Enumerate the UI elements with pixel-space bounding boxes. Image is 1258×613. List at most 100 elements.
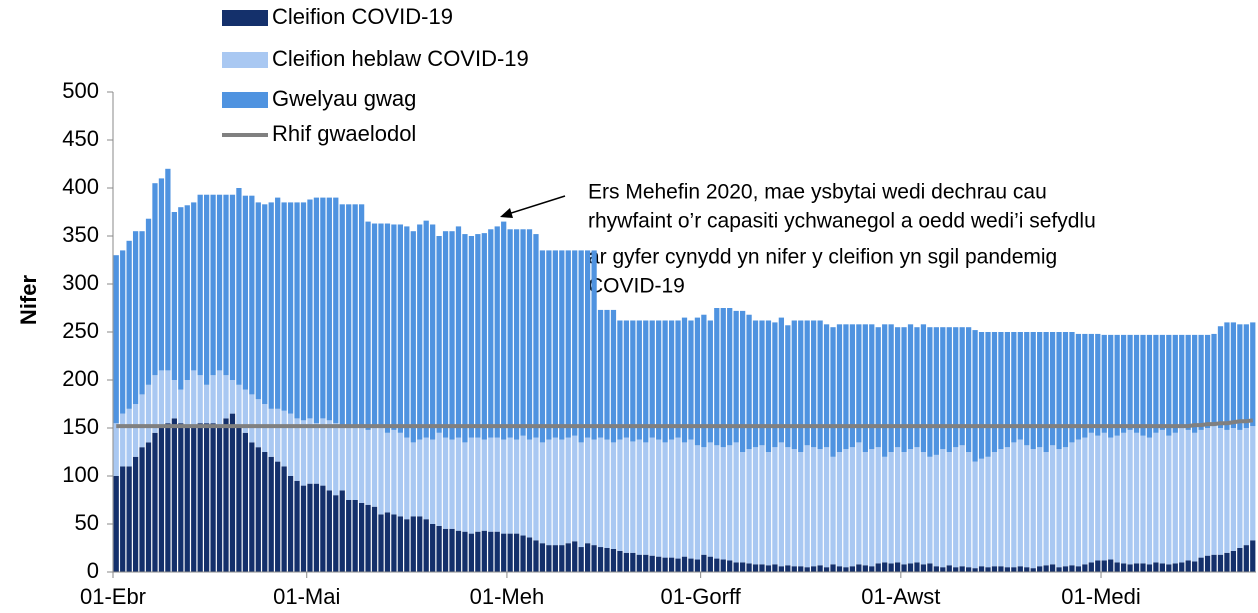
bar-segment bbox=[294, 480, 300, 572]
bar-segment bbox=[204, 423, 210, 572]
bar-segment bbox=[1211, 426, 1217, 555]
bar-segment bbox=[649, 320, 655, 438]
bar-segment bbox=[933, 454, 939, 567]
bar-segment bbox=[798, 452, 804, 567]
bar-segment bbox=[171, 380, 177, 419]
bar-segment bbox=[417, 224, 423, 440]
bar-segment bbox=[120, 466, 126, 572]
bar-segment bbox=[959, 445, 965, 567]
bar-segment bbox=[391, 429, 397, 515]
bar-segment bbox=[152, 183, 158, 376]
bar-segment bbox=[1049, 332, 1056, 446]
bar-segment bbox=[281, 466, 287, 572]
bar-segment bbox=[287, 413, 294, 476]
bar-segment bbox=[733, 310, 739, 443]
bar-segment bbox=[940, 567, 946, 572]
bar-segment bbox=[546, 545, 552, 572]
bar-segment bbox=[604, 309, 610, 440]
bar-segment bbox=[720, 447, 726, 560]
bar-segment bbox=[817, 320, 823, 450]
bar-segment bbox=[1056, 567, 1062, 572]
bar-segment bbox=[197, 194, 203, 376]
bar-segment bbox=[643, 442, 649, 555]
bar-segment bbox=[714, 558, 720, 572]
bar-segment bbox=[1017, 332, 1023, 440]
bar-segment bbox=[610, 442, 617, 549]
bar-segment bbox=[365, 504, 371, 572]
bar-segment bbox=[520, 435, 526, 536]
bar-segment bbox=[953, 567, 959, 572]
bar-segment bbox=[1243, 324, 1249, 428]
bar-segment bbox=[869, 566, 875, 572]
bar-segment bbox=[668, 557, 675, 572]
bar-segment bbox=[649, 437, 655, 556]
bar-segment bbox=[972, 330, 978, 462]
bar-segment bbox=[333, 423, 339, 496]
bar-segment bbox=[165, 168, 171, 371]
bar-segment bbox=[468, 437, 475, 534]
bar-segment bbox=[294, 418, 300, 481]
bar-segment bbox=[1127, 429, 1133, 565]
bar-segment bbox=[113, 255, 119, 424]
bar-segment bbox=[236, 384, 242, 428]
bar-segment bbox=[513, 533, 520, 572]
bar-segment bbox=[552, 250, 558, 438]
bar-segment bbox=[630, 552, 636, 572]
bar-segment bbox=[507, 229, 513, 438]
bar-segment bbox=[145, 384, 152, 443]
bar-segment bbox=[539, 543, 546, 572]
bar-segment bbox=[552, 545, 558, 572]
bar-segment bbox=[998, 449, 1004, 567]
bar-segment bbox=[126, 408, 132, 467]
bar-segment bbox=[191, 370, 197, 428]
bar-segment bbox=[365, 429, 371, 505]
bar-segment bbox=[533, 540, 539, 572]
bar-segment bbox=[1101, 334, 1107, 433]
bar-segment bbox=[410, 516, 416, 572]
bar-segment bbox=[1159, 563, 1165, 572]
bar-segment bbox=[1127, 564, 1133, 572]
bar-segment bbox=[1030, 449, 1036, 569]
bar-segment bbox=[391, 514, 397, 572]
bar-segment bbox=[255, 447, 261, 572]
bar-segment bbox=[178, 423, 184, 572]
bar-segment bbox=[688, 320, 694, 440]
bar-segment bbox=[1166, 564, 1172, 572]
bar-segment bbox=[430, 224, 436, 440]
bar-segment bbox=[358, 204, 365, 428]
bar-segment bbox=[513, 439, 520, 534]
bar-segment bbox=[313, 423, 320, 484]
bar-segment bbox=[468, 236, 475, 438]
bar-segment bbox=[1250, 322, 1256, 427]
bar-segment bbox=[520, 535, 526, 572]
bar-segment bbox=[578, 442, 584, 548]
bar-segment bbox=[681, 317, 688, 443]
bar-segment bbox=[242, 195, 249, 390]
bar-segment bbox=[856, 564, 862, 572]
bar-segment bbox=[223, 418, 229, 572]
annotation-line: ar gyfer cynydd yn nifer y cleifion yn s… bbox=[588, 246, 1057, 269]
bar-segment bbox=[836, 566, 843, 572]
bar-segment bbox=[888, 324, 894, 452]
bar-segment bbox=[462, 234, 468, 443]
bar-segment bbox=[339, 428, 345, 491]
bar-segment bbox=[1069, 442, 1075, 566]
bar-segment bbox=[791, 320, 797, 450]
bar-segment bbox=[1179, 428, 1185, 563]
bar-segment bbox=[1062, 447, 1069, 567]
bar-segment bbox=[1101, 560, 1107, 572]
bar-segment bbox=[1037, 332, 1043, 448]
bar-segment bbox=[604, 439, 610, 548]
y-tick-label: 400 bbox=[62, 174, 99, 199]
bar-segment bbox=[255, 202, 261, 400]
bar-segment bbox=[1043, 332, 1049, 452]
bar-segment bbox=[184, 205, 190, 380]
bar-segment bbox=[371, 428, 378, 507]
bar-segment bbox=[1159, 334, 1165, 430]
bar-segment bbox=[772, 322, 778, 448]
bar-segment bbox=[210, 375, 216, 424]
bar-segment bbox=[694, 559, 701, 572]
bar-segment bbox=[591, 250, 597, 440]
bar-segment bbox=[242, 432, 249, 572]
bar-segment bbox=[681, 442, 688, 557]
